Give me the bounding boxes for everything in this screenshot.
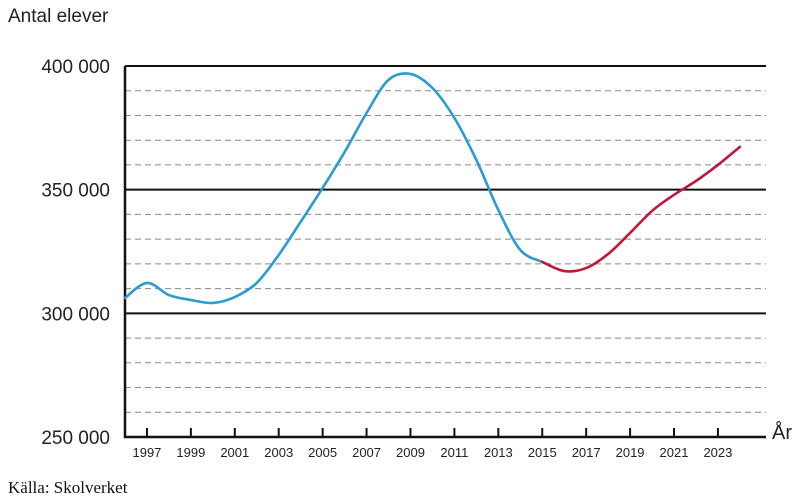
x-tick-label: 1997: [132, 445, 161, 460]
x-axis-title: År: [772, 421, 792, 444]
x-tick-label: 2007: [352, 445, 381, 460]
y-axis-title: Antal elever: [8, 6, 109, 27]
x-tick-label: 2019: [616, 445, 645, 460]
x-tick-label: 2003: [264, 445, 293, 460]
x-tick-label: 2009: [396, 445, 425, 460]
series-line-prognos: [540, 145, 742, 273]
x-tick-label: 2015: [528, 445, 557, 460]
y-tick-label: 300 000: [41, 304, 110, 325]
x-tick-label: 2001: [220, 445, 249, 460]
source-note: Källa: Skolverket: [8, 478, 128, 497]
y-tick-label: 400 000: [41, 57, 110, 78]
y-tick-label: 350 000: [41, 181, 110, 202]
y-tick-label: 250 000: [41, 428, 110, 449]
x-tick-label: 1999: [176, 445, 205, 460]
x-tick-label: 2021: [660, 445, 689, 460]
series-line-utfall: [123, 72, 544, 305]
x-tick-label: 2005: [308, 445, 337, 460]
x-tick-label: 2017: [572, 445, 601, 460]
x-tick-label: 2013: [484, 445, 513, 460]
x-tick-label: 2011: [440, 445, 468, 460]
x-tick-label: 2023: [703, 445, 732, 460]
